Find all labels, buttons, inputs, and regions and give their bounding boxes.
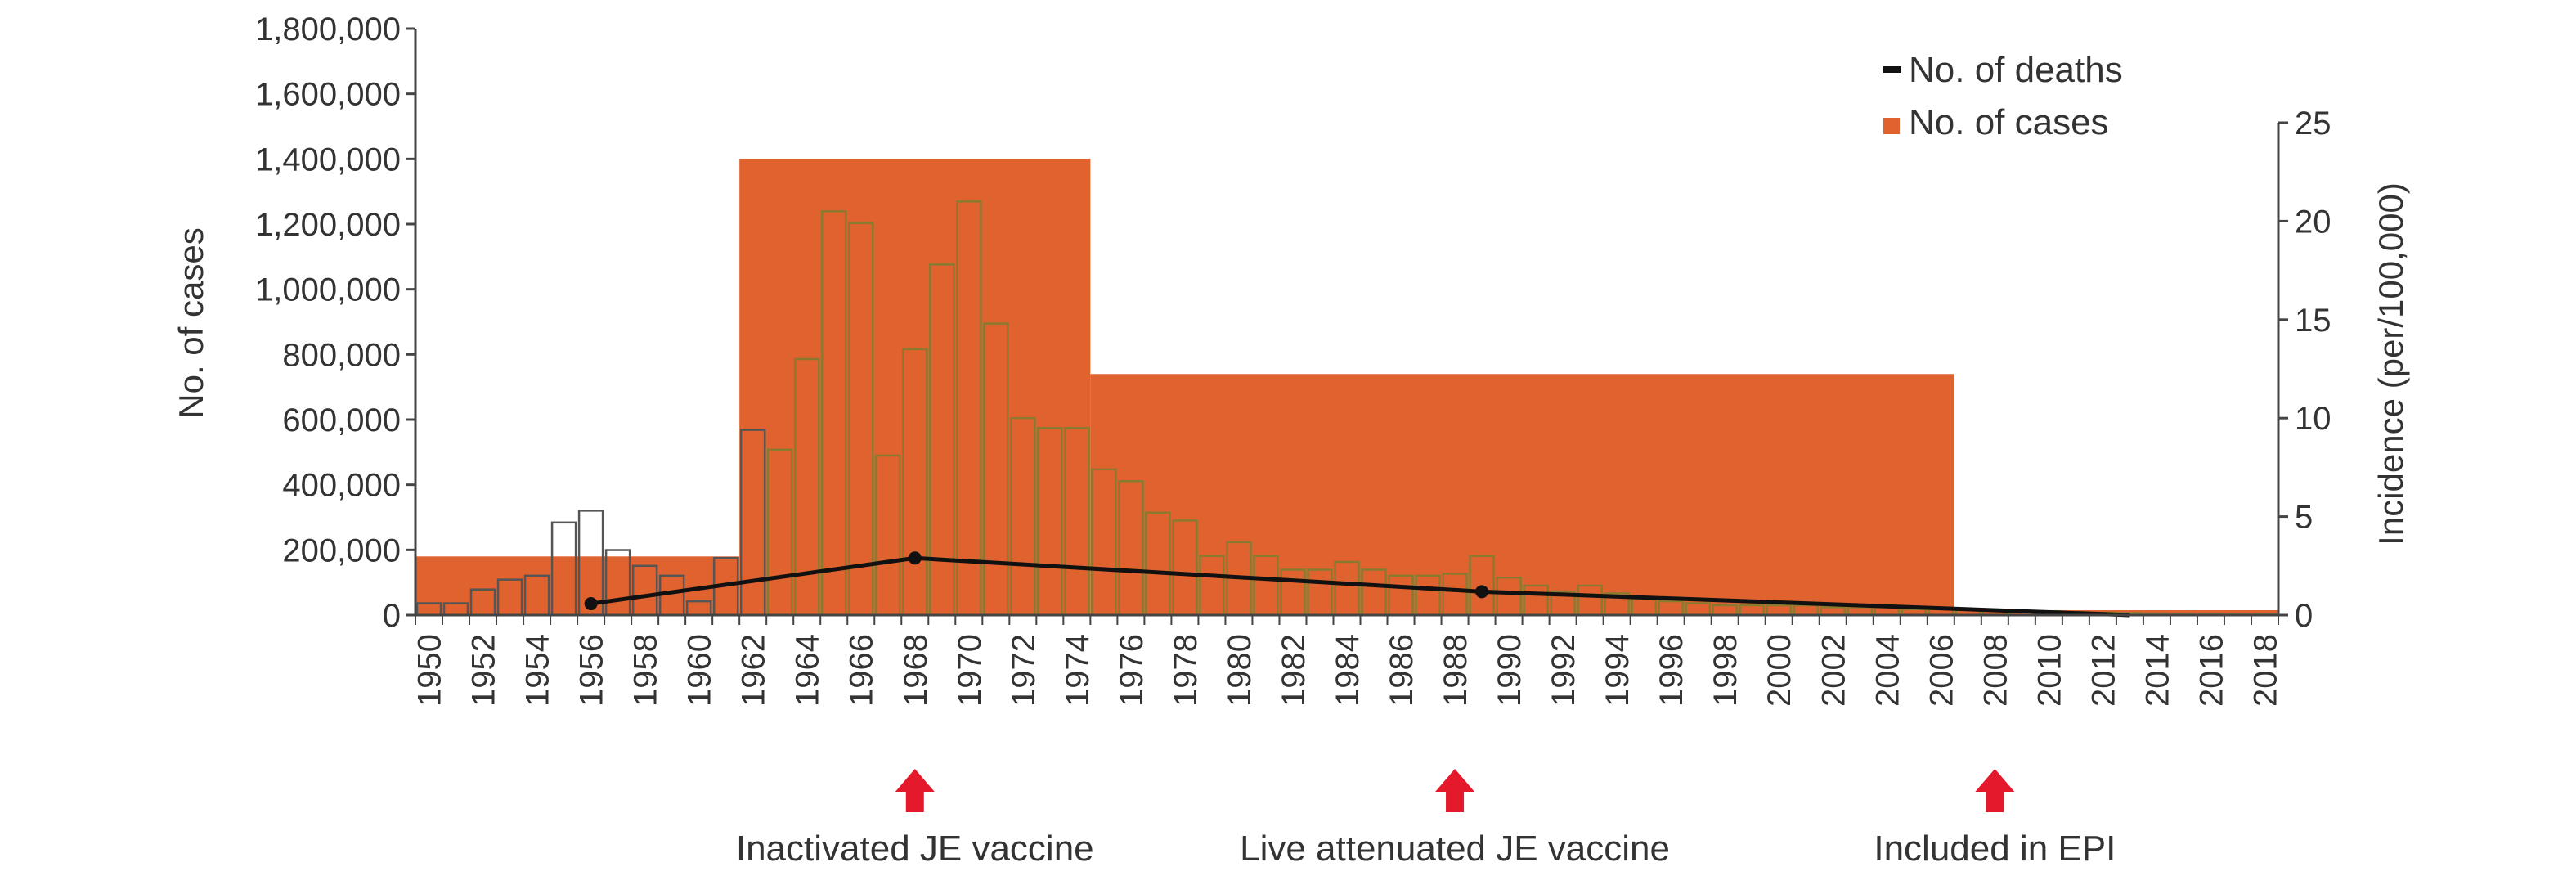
x-tick-label: 1978	[1168, 634, 1204, 707]
y-tick-label: 600,000	[282, 402, 401, 438]
x-tick-label: 1970	[952, 634, 988, 707]
x-tick-label: 1992	[1546, 634, 1582, 707]
deaths-line	[590, 555, 2130, 618]
y-tick-label: 200,000	[282, 532, 401, 568]
x-tick-label: 2018	[2247, 634, 2283, 707]
x-tick-label: 2010	[2031, 634, 2067, 707]
vaccine-annotations: Inactivated JE vaccine Live attenuated JE…	[736, 769, 2116, 869]
vaccine-arrow-icon	[895, 769, 935, 812]
case-period-area	[1090, 374, 1954, 615]
x-tick-label: 2012	[2085, 634, 2121, 707]
x-tick-label: 1976	[1114, 634, 1150, 707]
y2-tick-label: 0	[2295, 598, 2313, 634]
x-tick-label: 1964	[790, 634, 826, 707]
y-tick-label: 1,800,000	[255, 11, 401, 47]
x-tick-label: 1984	[1330, 634, 1366, 707]
y-tick-label: 1,200,000	[255, 207, 401, 243]
x-tick-label: 1960	[682, 634, 718, 707]
x-tick-label: 2016	[2193, 634, 2229, 707]
case-period-areas	[415, 159, 2278, 616]
x-tick-label: 2002	[1815, 634, 1851, 707]
vaccine-label: Inactivated JE vaccine	[736, 829, 1094, 869]
vaccine-label: Live attenuated JE vaccine	[1240, 829, 1670, 869]
legend-label-cases: No. of cases	[1909, 102, 2109, 142]
y-axis-title: No. of cases	[172, 227, 210, 418]
x-tick-label: 1996	[1654, 634, 1690, 707]
x-tick-label: 2014	[2139, 634, 2175, 707]
case-period-area	[739, 159, 1091, 616]
x-tick-label: 1968	[898, 634, 934, 707]
y-tick-label: 800,000	[282, 337, 401, 373]
legend-swatch-cases	[1883, 118, 1900, 134]
x-tick-label: 2004	[1869, 634, 1905, 707]
vaccine-label: Included in EPI	[1874, 829, 2116, 869]
y2-tick-label: 10	[2295, 401, 2331, 437]
x-tick-label: 1956	[574, 634, 610, 707]
x-tick-label: 2008	[1977, 634, 2013, 707]
y2-tick-label: 20	[2295, 204, 2331, 240]
axes: 0 200,000 400,000 600,000 800,000 1,000,000 1,…	[172, 11, 2410, 707]
x-tick-label: 1990	[1492, 634, 1528, 707]
x-tick-label: 1986	[1384, 634, 1420, 707]
x-tick-label: 1982	[1276, 634, 1312, 707]
case-period-area	[415, 556, 740, 615]
y2-axis-title: Incidence (per/100,000)	[2372, 182, 2410, 546]
legend-swatch-deaths	[1883, 66, 1901, 73]
x-tick-label: 1962	[736, 634, 772, 707]
x-tick-label: 2006	[1923, 634, 1959, 707]
x-tick-label: 1958	[628, 634, 664, 707]
vaccine-arrow-icon	[1435, 769, 1475, 812]
y-tick-label: 1,000,000	[255, 272, 401, 308]
x-tick-label: 1998	[1708, 634, 1744, 707]
deaths-line-group	[584, 551, 2130, 618]
y2-tick-label: 25	[2295, 106, 2331, 142]
legend: No. of deaths No. of cases	[1883, 50, 2123, 142]
y2-tick-label: 15	[2295, 303, 2331, 339]
x-tick-label: 1952	[466, 634, 502, 707]
legend-label-deaths: No. of deaths	[1909, 50, 2123, 90]
x-tick-label: 1988	[1438, 634, 1474, 707]
y2-tick-label: 5	[2295, 500, 2313, 536]
deaths-point	[584, 597, 598, 611]
y-tick-label: 400,000	[282, 468, 401, 504]
y-tick-label: 1,600,000	[255, 77, 401, 113]
x-tick-label: 2000	[1761, 634, 1797, 707]
x-tick-label: 1954	[520, 634, 556, 707]
x-tick-label: 1974	[1060, 634, 1096, 707]
deaths-point	[1475, 585, 1489, 599]
x-tick-label: 1966	[844, 634, 880, 707]
x-tick-label: 1972	[1006, 634, 1042, 707]
x-tick-label: 1980	[1222, 634, 1258, 707]
y-tick-label: 0	[383, 598, 401, 634]
vaccine-arrow-icon	[1975, 769, 2015, 812]
x-tick-label: 1994	[1600, 634, 1636, 707]
y-tick-label: 1,400,000	[255, 142, 401, 177]
x-tick-label: 1950	[412, 634, 448, 707]
deaths-point	[908, 551, 922, 565]
